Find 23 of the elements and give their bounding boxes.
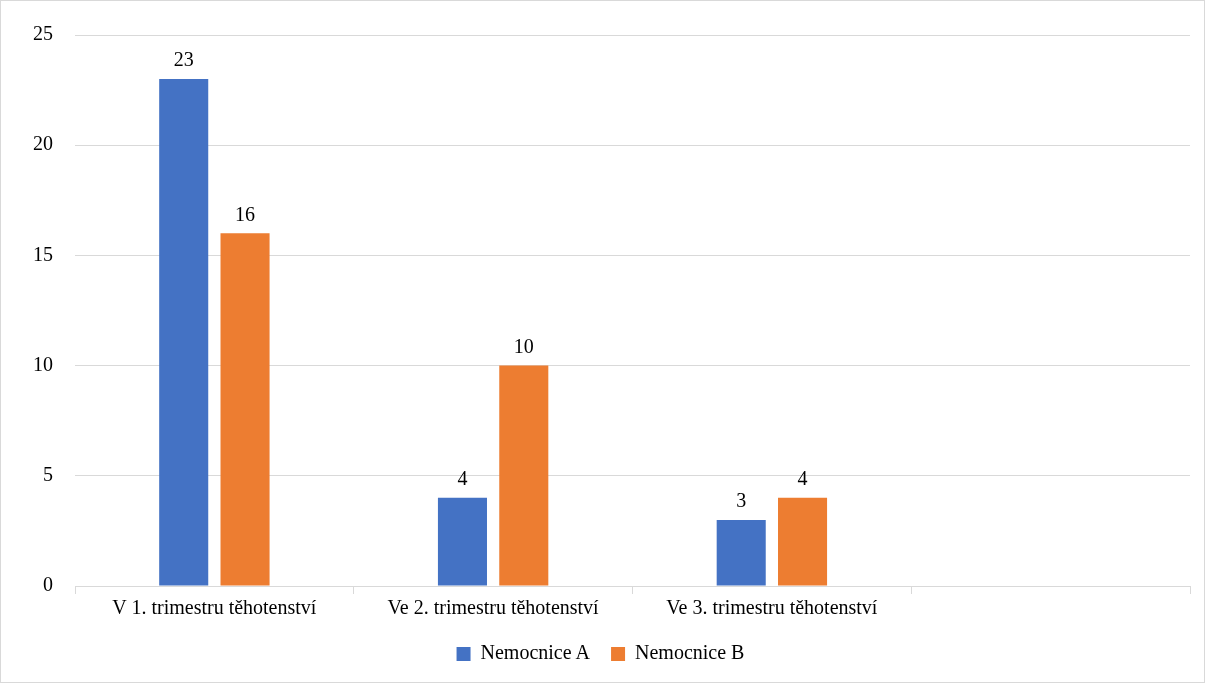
data-label: 23: [173, 48, 194, 71]
x-tick-label: V 1. trimestru těhotenství: [112, 596, 317, 619]
bar: [778, 497, 828, 586]
legend-label: Nemocnice B: [635, 641, 745, 664]
y-tick-label: 25: [33, 22, 53, 45]
bar: [159, 79, 209, 586]
bar: [499, 365, 549, 586]
data-label: 16: [235, 202, 256, 225]
data-label: 4: [457, 467, 468, 490]
bar: [220, 233, 270, 586]
y-tick-label: 5: [43, 463, 53, 486]
y-tick-label: 15: [33, 242, 53, 265]
data-label: 3: [736, 489, 747, 512]
data-label: 4: [797, 467, 808, 490]
bar: [437, 497, 487, 586]
x-tick-label: Ve 2. trimestru těhotenství: [387, 596, 600, 619]
y-tick-label: 20: [33, 132, 53, 155]
x-tick-label: Ve 3. trimestru těhotenství: [666, 596, 878, 619]
legend-label: Nemocnice A: [480, 641, 591, 664]
y-tick-label: 0: [43, 573, 53, 596]
data-label: 10: [513, 334, 534, 357]
bar: [716, 519, 766, 586]
y-tick-label: 10: [33, 352, 53, 375]
